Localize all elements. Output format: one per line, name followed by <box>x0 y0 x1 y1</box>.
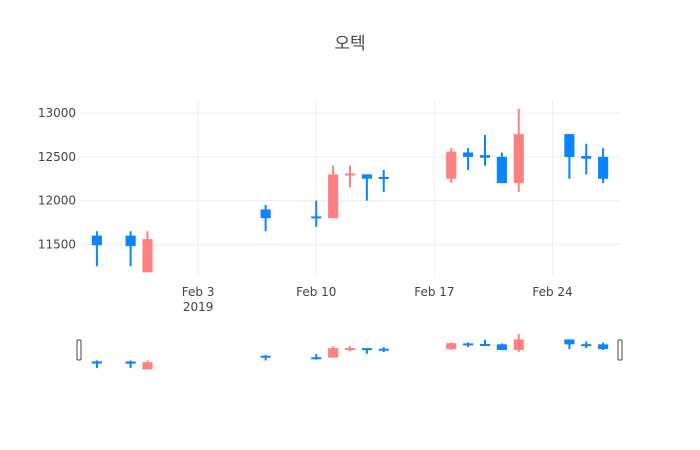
y-axis: 11500 12000 12500 13000 <box>38 106 76 251</box>
candle-body <box>564 134 575 157</box>
candle-body <box>598 156 609 179</box>
mini-candle <box>260 354 271 361</box>
mini-candle <box>463 342 474 348</box>
mini-candle <box>125 360 136 369</box>
mini-candle-body <box>463 343 474 346</box>
range-slider-right-handle[interactable] <box>617 339 623 361</box>
candle-body <box>125 235 136 247</box>
mini-candle-body <box>581 344 592 347</box>
y-tick-label: 13000 <box>38 106 76 120</box>
candle[interactable] <box>125 231 136 267</box>
mini-candle-body <box>142 362 153 370</box>
candle[interactable] <box>463 148 474 170</box>
candle[interactable] <box>496 152 507 184</box>
candle[interactable] <box>479 135 491 166</box>
candle[interactable] <box>311 200 322 227</box>
candle-body <box>496 156 507 184</box>
mini-candle-body <box>564 339 575 345</box>
mini-candle-body <box>378 348 389 351</box>
candle[interactable] <box>361 174 372 201</box>
mini-candle-body <box>479 343 491 346</box>
candle[interactable] <box>378 170 389 192</box>
candle-body <box>378 177 389 179</box>
candle[interactable] <box>328 165 339 219</box>
mini-candle <box>598 342 609 351</box>
candle-body <box>513 134 524 184</box>
mini-candle <box>513 333 524 352</box>
mini-candle-body <box>598 344 609 350</box>
candle-body <box>479 155 491 158</box>
candle[interactable] <box>581 143 592 175</box>
candle[interactable] <box>513 108 524 192</box>
x-tick-label: Feb 10 <box>296 285 336 299</box>
range-slider[interactable] <box>76 333 623 370</box>
candle[interactable] <box>260 205 271 232</box>
mini-candle-body <box>513 339 524 351</box>
grid <box>80 100 620 275</box>
mini-candle <box>496 343 507 351</box>
candle[interactable] <box>598 148 609 184</box>
mini-candle <box>581 341 592 349</box>
candle-body <box>344 173 356 176</box>
mini-candle-body <box>361 348 372 351</box>
x-tick-label: Feb 17 <box>414 285 454 299</box>
x-tick-year-label: 2019 <box>183 300 214 314</box>
y-tick-label: 12000 <box>38 194 76 208</box>
mini-candle <box>564 339 575 350</box>
candles[interactable] <box>91 108 609 273</box>
candle-body <box>581 156 592 159</box>
mini-candle <box>479 339 491 347</box>
mini-candle <box>91 360 102 369</box>
mini-candle <box>378 347 389 352</box>
mini-candle-body <box>311 357 322 360</box>
mini-candle <box>361 348 372 354</box>
range-slider-left-handle[interactable] <box>76 339 82 361</box>
candle[interactable] <box>446 148 457 184</box>
mini-candle <box>311 353 322 360</box>
candle[interactable] <box>142 231 153 273</box>
candle-body <box>328 174 339 219</box>
mini-candle-body <box>260 355 271 358</box>
candle[interactable] <box>91 231 102 267</box>
mini-candle-body <box>344 347 356 350</box>
candle-body <box>311 216 322 219</box>
chart-title: 오텍 <box>334 34 365 54</box>
mini-candle <box>446 342 457 351</box>
candle-body <box>463 152 474 157</box>
mini-candle-body <box>328 348 339 358</box>
range-slider-candles <box>91 333 609 370</box>
mini-candle-body <box>91 361 102 364</box>
mini-candle <box>344 346 356 351</box>
candle[interactable] <box>564 134 575 179</box>
y-tick-label: 11500 <box>38 237 76 251</box>
candle-body <box>446 151 457 179</box>
mini-candle <box>142 360 153 370</box>
candle-body <box>361 174 372 179</box>
candle-body <box>91 235 102 246</box>
mini-candle-body <box>446 343 457 350</box>
x-tick-label: Feb 24 <box>532 285 572 299</box>
candle[interactable] <box>344 165 356 188</box>
x-tick-label: Feb 3 <box>182 285 215 299</box>
mini-candle-body <box>496 344 507 351</box>
candle-body <box>260 209 271 219</box>
mini-candle-body <box>125 361 136 364</box>
mini-candle <box>328 346 339 358</box>
y-tick-label: 12500 <box>38 150 76 164</box>
candle-body <box>142 239 153 273</box>
